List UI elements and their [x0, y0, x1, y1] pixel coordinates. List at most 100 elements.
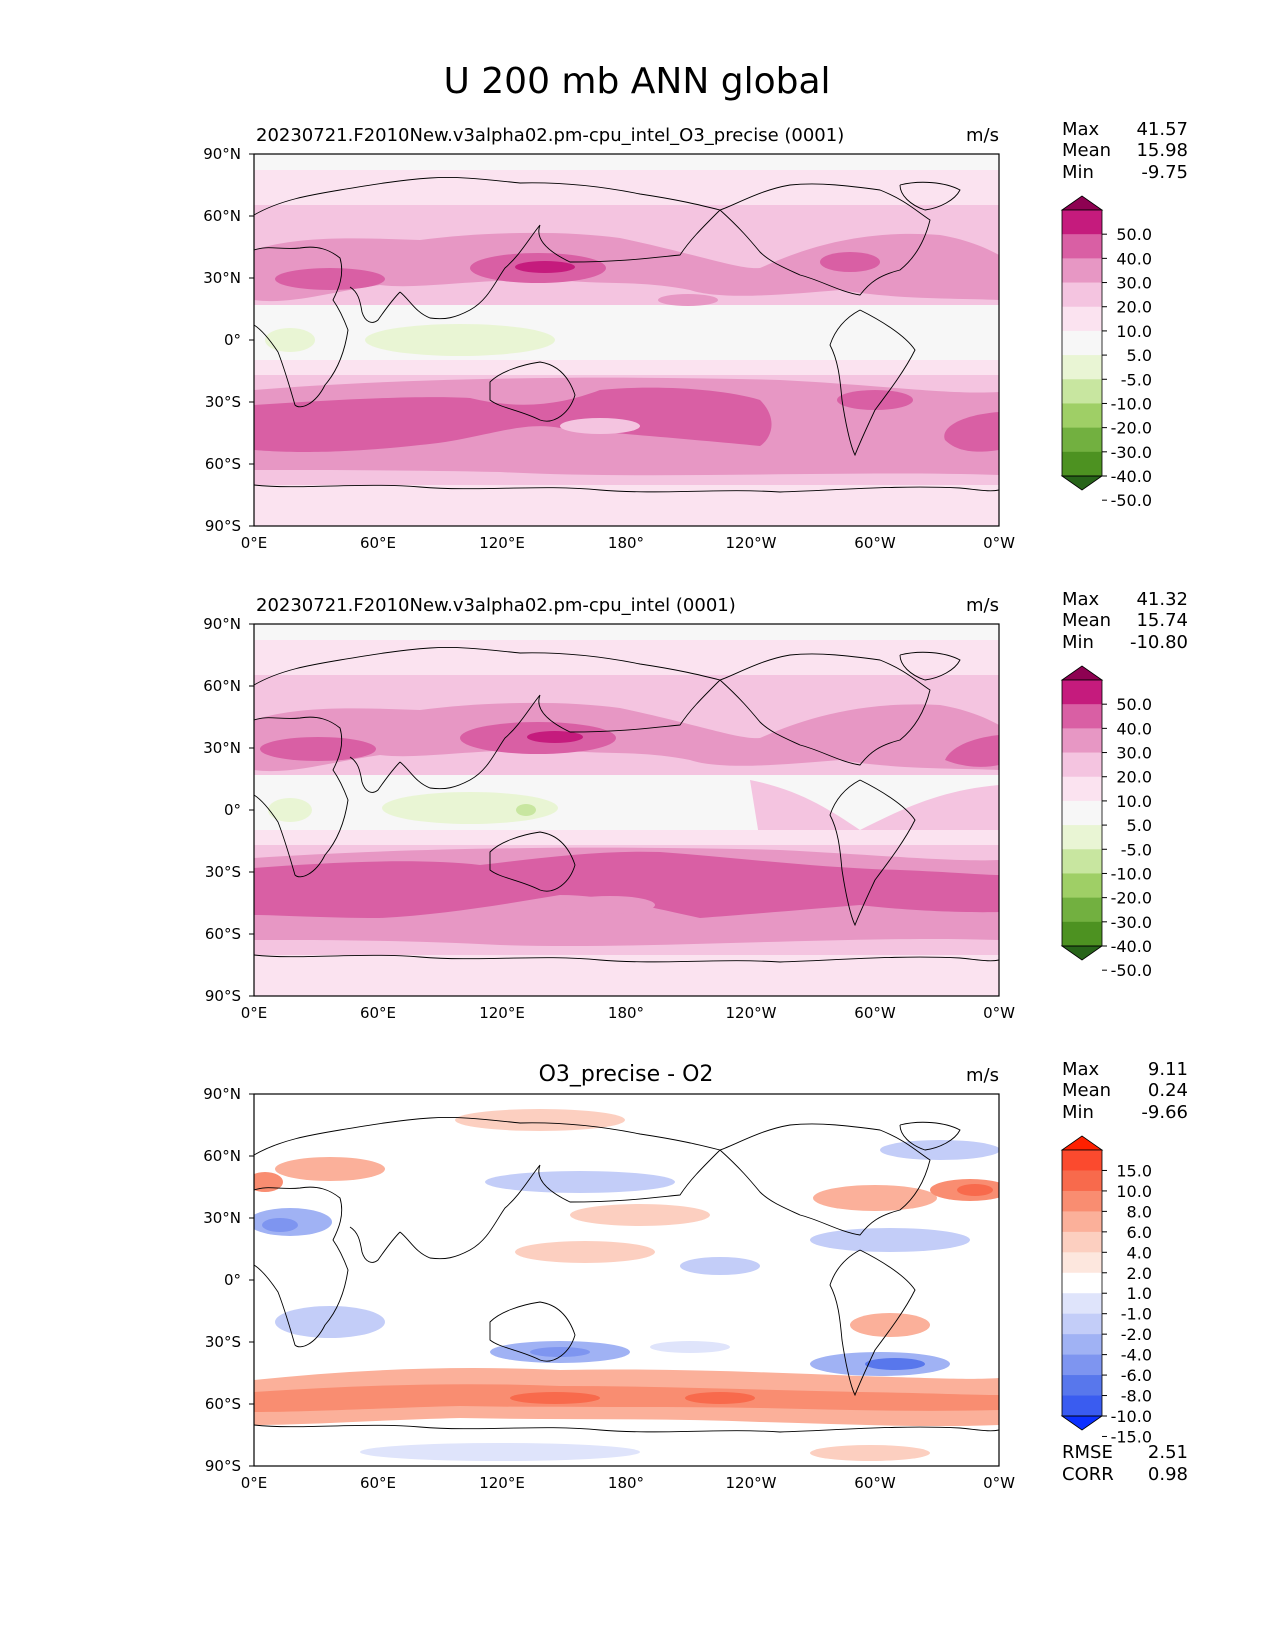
y-axis: 90°N 60°N 30°N 0° 30°S 60°S 90°S [203, 145, 254, 535]
panel-title: 20230721.F2010New.v3alpha02.pm-cpu_intel… [256, 595, 736, 616]
colorbar-swatch [1062, 849, 1102, 874]
colorbar-extend-min [1060, 475, 1104, 491]
coastline-africa-europe [254, 1186, 349, 1348]
colorbar-swatch [1062, 258, 1102, 284]
stat-label: Mean [1062, 610, 1111, 631]
colorbar-swatch [1062, 680, 1102, 705]
y-tick-label: 30°N [203, 269, 241, 287]
colorbar-level-label: 30.0 [1116, 744, 1152, 763]
field-contour [254, 1172, 283, 1192]
field-contour [365, 324, 555, 356]
y-tick-label: 30°S [205, 863, 241, 881]
field-contour [254, 387, 772, 453]
stats-block: Max 41.57 Mean 15.98 Min -9.75 [1062, 119, 1188, 183]
stats-block: Max 9.11 Mean 0.24 Min -9.66 [1062, 1059, 1188, 1123]
colorbar-swatch [1062, 1334, 1102, 1356]
colorbar-swatch [1062, 1272, 1102, 1294]
x-tick-label: 60°E [360, 534, 396, 552]
colorbar-swatch [1062, 234, 1102, 259]
field-contour [850, 1313, 930, 1337]
field-contour [837, 390, 913, 410]
field-band [254, 170, 999, 210]
coastline-north-america [719, 183, 931, 296]
colorbar-level-label: 5.0 [1127, 346, 1152, 365]
colorbar-level-label: 5.0 [1127, 816, 1152, 835]
units-label: m/s [966, 595, 999, 616]
coastline-eurasia-north [254, 647, 721, 686]
colorbar-level-label: 1.0 [1127, 1284, 1152, 1303]
x-tick-label: 180° [608, 1004, 644, 1022]
colorbar-swatch [1062, 704, 1102, 729]
colorbar-level-label: 50.0 [1116, 225, 1152, 244]
field-contour [515, 261, 575, 273]
y-tick-label: 30°N [203, 739, 241, 757]
stat-label: Max [1062, 1059, 1100, 1080]
colorbar-level-label: 40.0 [1116, 249, 1152, 268]
colorbar-level-label: -1.0 [1121, 1305, 1152, 1324]
stat-label: Min [1062, 632, 1094, 653]
stat-label: Mean [1062, 1080, 1111, 1101]
colorbar: 50.0 40.0 30.0 20.0 10.0 5.0 -5.0 -10.0 -20.0 -30… [1060, 665, 1152, 980]
stats-block: Max 41.32 Mean 15.74 Min -10.80 [1062, 589, 1188, 653]
x-tick-label: 0°E [241, 1474, 268, 1492]
stat-label: Min [1062, 1102, 1094, 1123]
field-contour [750, 780, 999, 843]
colorbar-swatch [1062, 1395, 1102, 1417]
colorbar-level-label: 10.0 [1116, 322, 1152, 341]
stat-value: 15.74 [1136, 610, 1188, 631]
colorbar-level-label: -2.0 [1121, 1325, 1152, 1344]
colorbar-swatch [1062, 1211, 1102, 1233]
map-field [254, 154, 999, 526]
coastline-south-asia [349, 286, 401, 323]
field-contour [515, 1241, 655, 1263]
panel-diff: O3_precise - O2 m/s [203, 1059, 1188, 1492]
field-contour [275, 1306, 385, 1338]
y-tick-label: 60°S [205, 925, 241, 943]
colorbar-level-label: 8.0 [1127, 1202, 1152, 1221]
colorbar-level-label: 40.0 [1116, 719, 1152, 738]
y-tick-label: 60°N [203, 207, 241, 225]
stat-label: Min [1062, 162, 1094, 183]
y-tick-label: 90°S [205, 987, 241, 1005]
colorbar-extend-max [1060, 665, 1104, 681]
colorbar-swatch [1062, 451, 1102, 477]
y-tick-label: 90°N [203, 145, 241, 163]
colorbar-level-label: -10.0 [1111, 864, 1152, 883]
colorbar-level-label: -30.0 [1111, 913, 1152, 932]
coastline-africa-europe [254, 716, 349, 878]
colorbar-outline [1061, 679, 1103, 947]
x-tick-label: 0°W [983, 1004, 1015, 1022]
metric-label: RMSE [1062, 1442, 1113, 1463]
colorbar-swatch [1062, 1231, 1102, 1253]
coastline-east-asia [399, 209, 721, 320]
x-tick-label: 60°E [360, 1004, 396, 1022]
coastline-antarctica [254, 1424, 999, 1433]
coastline-australia [489, 1301, 576, 1362]
coastlines [254, 1117, 999, 1433]
x-tick-label: 180° [608, 534, 644, 552]
colorbar-swatch [1062, 873, 1102, 899]
coastline-antarctica [254, 954, 999, 963]
field-contour [360, 1443, 640, 1461]
colorbar-level-label: -40.0 [1111, 467, 1152, 486]
units-label: m/s [966, 1065, 999, 1086]
stat-value: -10.80 [1130, 632, 1188, 653]
y-tick-label: 0° [224, 801, 241, 819]
stat-value: -9.66 [1141, 1102, 1188, 1123]
colorbar-extend-max [1060, 195, 1104, 211]
y-tick-label: 60°S [205, 455, 241, 473]
coastline-antarctica [254, 484, 999, 493]
colorbar-level-label: 20.0 [1116, 768, 1152, 787]
y-tick-label: 30°S [205, 1333, 241, 1351]
x-tick-label: 120°E [479, 534, 525, 552]
panel-ref: 20230721.F2010New.v3alpha02.pm-cpu_intel… [203, 589, 1188, 1022]
colorbar-level-label: -5.0 [1121, 840, 1152, 859]
field-contour [527, 731, 583, 743]
stat-value: -9.75 [1141, 162, 1188, 183]
x-tick-label: 60°W [854, 1004, 896, 1022]
x-tick-label: 60°E [360, 1474, 396, 1492]
x-tick-label: 180° [608, 1474, 644, 1492]
coastline-greenland [899, 1121, 961, 1151]
y-ticks [249, 153, 254, 527]
coastline-australia [489, 361, 576, 422]
